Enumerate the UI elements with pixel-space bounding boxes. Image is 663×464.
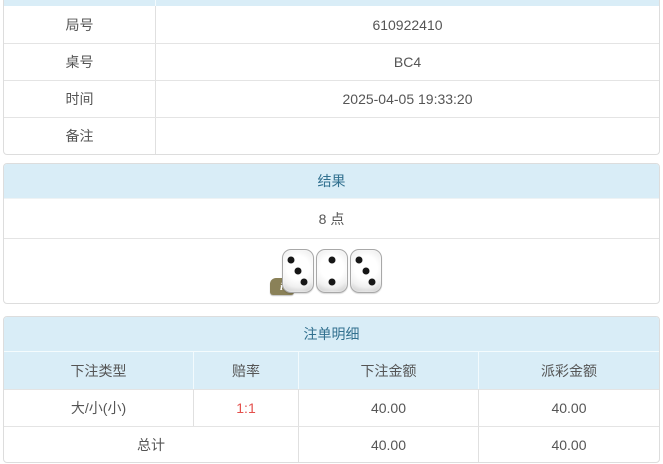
bet-row: 大/小(小) 1:1 40.00 40.00 [4, 389, 659, 426]
bet-odds: 1:1 [193, 389, 298, 426]
cut-off-header-row [4, 0, 659, 6]
column-header-payout-amount: 派彩金额 [478, 351, 659, 389]
bet-type: 大/小(小) [4, 389, 193, 426]
total-payout-amount: 40.00 [478, 426, 659, 462]
dice-row: i [4, 239, 659, 303]
info-row-value: BC4 [393, 54, 422, 70]
info-row-value [156, 118, 659, 154]
die-face-3-icon [281, 249, 314, 293]
total-bet-amount: 40.00 [298, 426, 478, 462]
total-label: 总计 [4, 426, 298, 462]
bet-payout: 40.00 [478, 389, 659, 426]
die-face-3-icon [349, 249, 382, 293]
dice-group: i [269, 249, 382, 295]
column-header-odds: 赔率 [193, 351, 298, 389]
info-row: 局号 610922410 [4, 6, 659, 43]
column-header-bet-amount: 下注金额 [298, 351, 478, 389]
info-row-label: 桌号 [4, 44, 156, 80]
column-divider [155, 0, 156, 6]
die-face-2-icon [315, 249, 348, 293]
bet-amount: 40.00 [298, 389, 478, 426]
info-row: 时间 2025-04-05 19:33:20 [4, 80, 659, 117]
bet-rows: 大/小(小) 1:1 40.00 40.00 [4, 389, 659, 426]
info-row-value: 610922410 [372, 16, 443, 33]
result-panel-title: 结果 [4, 164, 659, 198]
info-row-label: 时间 [4, 81, 156, 117]
game-info-table: 局号 610922410 桌号 BC4 时间 2025-04-05 19:33:20 备注 [3, 0, 660, 155]
result-points: 8 点 [4, 198, 659, 239]
bet-total-row: 总计 40.00 40.00 [4, 426, 659, 462]
info-row-value: 2025-04-05 19:33:20 [342, 91, 473, 107]
info-row: 备注 [4, 117, 659, 154]
info-row-label: 局号 [4, 6, 156, 43]
bets-panel-title: 注单明细 [4, 317, 659, 351]
bets-panel: 注单明细 下注类型 赔率 下注金额 派彩金额 大/小(小) 1:1 40.00 40.… [3, 316, 660, 463]
info-row: 桌号 BC4 [4, 43, 659, 80]
info-rows: 局号 610922410 桌号 BC4 时间 2025-04-05 19:33:20 备注 [4, 6, 659, 154]
bet-table-header: 下注类型 赔率 下注金额 派彩金额 [4, 351, 659, 389]
result-panel: 结果 8 点 i [3, 163, 660, 304]
column-header-bet-type: 下注类型 [4, 351, 193, 389]
info-row-label: 备注 [4, 118, 156, 154]
